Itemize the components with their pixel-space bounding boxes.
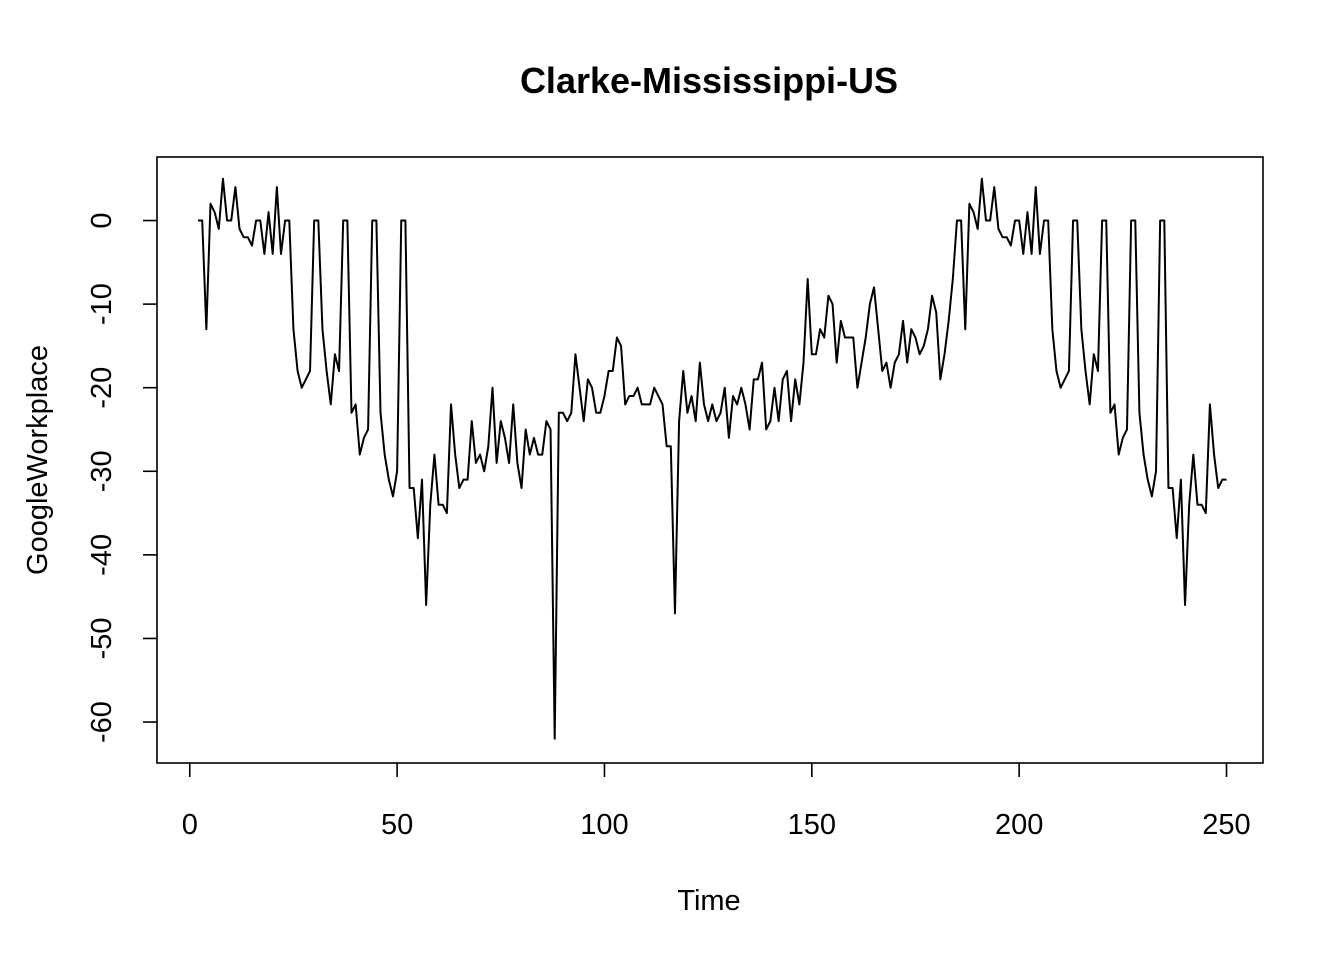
y-tick-label: -20 [86, 367, 118, 409]
x-axis: 0 50 100 150 200 250 [182, 763, 1251, 841]
x-tick-label: 0 [182, 809, 198, 841]
y-axis: 0 -10 -20 -30 -40 -50 -60 [86, 212, 157, 743]
y-axis-label: GoogleWorkplace [22, 345, 54, 575]
x-tick-label: 200 [995, 809, 1043, 841]
y-tick-label: -50 [86, 617, 118, 659]
chart-title: Clarke-Mississippi-US [520, 60, 898, 101]
y-tick-label: -10 [86, 283, 118, 325]
x-tick-label: 150 [788, 809, 836, 841]
plot-frame [156, 156, 1264, 764]
y-tick-label: -30 [86, 450, 118, 492]
y-tick-label: -40 [86, 534, 118, 576]
x-tick-label: 50 [381, 809, 413, 841]
x-axis-label: Time [677, 885, 740, 917]
y-tick-label: -60 [86, 701, 118, 743]
x-tick-label: 100 [580, 809, 628, 841]
x-tick-label: 250 [1202, 809, 1250, 841]
series-line [198, 177, 1227, 740]
y-tick-label: 0 [86, 212, 118, 228]
